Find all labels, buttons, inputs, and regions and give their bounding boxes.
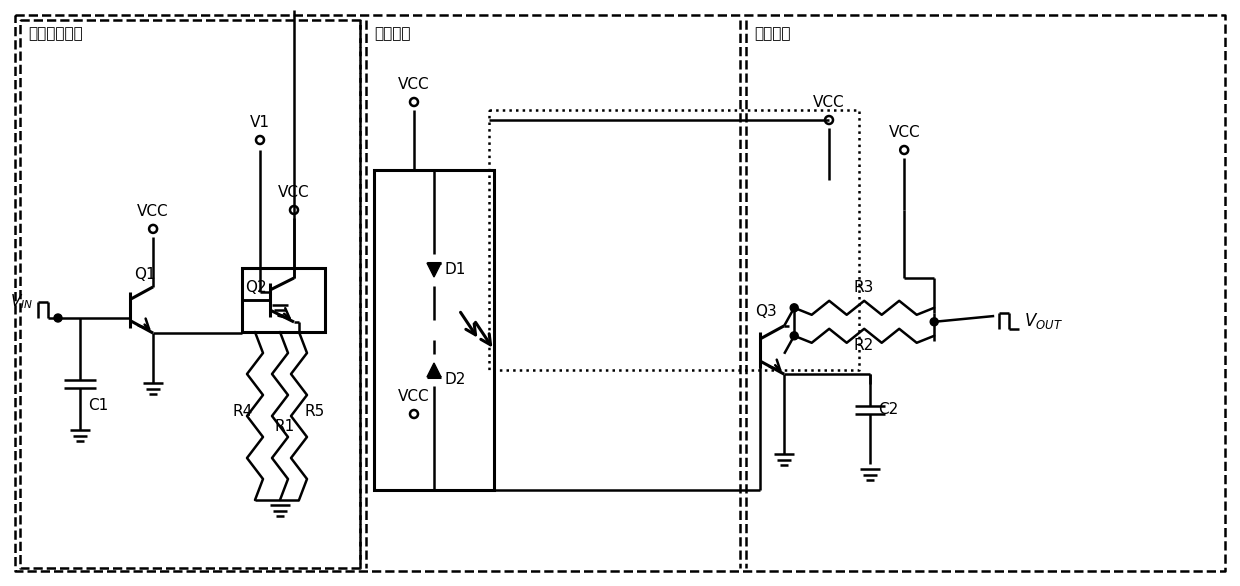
Circle shape <box>790 332 799 340</box>
Text: D2: D2 <box>444 373 465 387</box>
Text: VCC: VCC <box>398 389 430 404</box>
Text: VCC: VCC <box>813 95 844 110</box>
Bar <box>242 268 325 332</box>
Text: 输入控制电路: 输入控制电路 <box>29 26 83 41</box>
Text: R2: R2 <box>854 338 874 353</box>
Text: VCC: VCC <box>278 185 310 200</box>
Text: R5: R5 <box>304 404 324 419</box>
Polygon shape <box>427 263 441 277</box>
Text: C2: C2 <box>878 402 898 417</box>
Text: 输出电路: 输出电路 <box>754 26 791 41</box>
Text: VCC: VCC <box>138 204 169 219</box>
Text: 光耦电路: 光耦电路 <box>374 26 410 41</box>
Text: $V_{OUT}$: $V_{OUT}$ <box>1024 311 1063 331</box>
Text: C1: C1 <box>88 398 108 413</box>
Text: Q3: Q3 <box>755 304 776 319</box>
Polygon shape <box>427 363 441 377</box>
Text: VCC: VCC <box>888 125 920 140</box>
Bar <box>374 170 494 490</box>
Text: V1: V1 <box>250 115 270 130</box>
Text: Q2: Q2 <box>246 280 267 295</box>
Text: R1: R1 <box>275 419 295 434</box>
Circle shape <box>790 304 799 312</box>
Circle shape <box>930 318 939 326</box>
Text: D1: D1 <box>444 263 465 278</box>
Text: Q1: Q1 <box>134 267 156 282</box>
Text: R4: R4 <box>233 404 253 419</box>
Text: $V_{IN}$: $V_{IN}$ <box>10 292 33 311</box>
Text: VCC: VCC <box>398 77 430 92</box>
Text: R3: R3 <box>854 280 874 295</box>
Circle shape <box>55 314 62 322</box>
